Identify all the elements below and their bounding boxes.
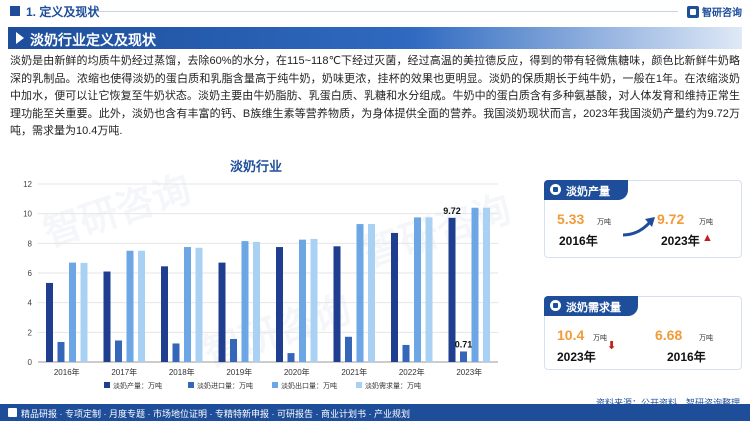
production-2023-year: 2023年 <box>661 234 700 248</box>
production-2023-value: 9.72 <box>657 211 685 227</box>
legend-label: 淡奶产量：万吨 <box>113 381 162 390</box>
x-tick-label: 2017年 <box>111 367 137 377</box>
play-triangle-icon <box>16 32 24 44</box>
logo-text: 智研咨询 <box>702 8 742 19</box>
demand-2023-unit: 万吨 <box>593 335 607 342</box>
x-tick-label: 2021年 <box>341 367 367 377</box>
x-tick-label: 2018年 <box>169 367 195 377</box>
x-tick-label: 2016年 <box>54 367 80 377</box>
production-2016-unit: 万吨 <box>597 219 611 226</box>
section-header: 1. 定义及现状 智研咨询 <box>0 0 750 24</box>
production-2016-year: 2016年 <box>559 234 598 248</box>
bar-1 <box>103 271 111 362</box>
bar-2 <box>57 341 65 362</box>
page-title: 淡奶行业定义及现状 <box>30 32 156 48</box>
legend-swatch <box>104 382 110 388</box>
demand-2023-value: 10.4 <box>557 327 585 343</box>
bar-3 <box>414 217 421 362</box>
intro-paragraph: 淡奶是由新鲜的均质牛奶经过蒸馏，去除60%的水分，在115~118℃下经过灭菌，… <box>10 55 740 137</box>
production-card: 淡奶产量 5.33 万吨 2016年 9.72 万吨 2023年 ▲ <box>544 180 742 258</box>
x-tick-label: 2020年 <box>284 367 310 377</box>
logo-icon <box>687 5 699 18</box>
up-arrow-icon: ▲ <box>702 232 713 244</box>
bar-2 <box>345 336 352 362</box>
demand-card-header: 淡奶需求量 <box>544 296 638 316</box>
bar-2 <box>115 340 122 362</box>
demand-card-title: 淡奶需求量 <box>566 302 621 314</box>
bar-2 <box>287 353 295 362</box>
bar-2 <box>402 344 410 362</box>
bar-1 <box>218 262 226 362</box>
demand-2016-value: 6.68 <box>655 327 683 343</box>
title-banner: 淡奶行业定义及现状 <box>8 27 742 49</box>
x-tick-label: 2023年 <box>456 367 482 377</box>
legend-label: 淡奶进口量：万吨 <box>197 381 253 390</box>
report-icon <box>8 408 17 417</box>
production-card-title: 淡奶产量 <box>566 186 610 198</box>
chart-title: 淡奶行业 <box>229 159 282 174</box>
down-arrow-icon: ⬇ <box>607 340 617 352</box>
legend-swatch <box>272 382 278 388</box>
bar-3 <box>126 250 134 362</box>
data-label: 9.72 <box>443 206 461 216</box>
chart-canvas: 0 2 4 6 8 10 12 2016年 2017年 2018年 2019年 2020年 2021年 2… <box>23 180 498 390</box>
y-tick-label: 0 <box>28 358 33 367</box>
y-tick-label: 8 <box>28 239 33 248</box>
y-tick-label: 4 <box>28 299 33 308</box>
bar-1 <box>333 246 341 362</box>
section-marker-icon <box>10 6 20 16</box>
legend-label: 淡奶需求量：万吨 <box>365 381 421 390</box>
demand-icon <box>550 300 561 311</box>
brand-logo: 智研咨询 <box>687 4 742 19</box>
bar-4 <box>310 238 318 362</box>
production-2023-unit: 万吨 <box>699 219 713 226</box>
bar-1 <box>448 217 456 362</box>
bar-3 <box>184 247 191 362</box>
x-tick-label: 2022年 <box>399 367 425 377</box>
bar-3 <box>356 224 364 362</box>
section-title: 1. 定义及现状 <box>26 5 100 19</box>
bar-1 <box>276 247 283 362</box>
bar-2 <box>460 351 467 362</box>
production-2016-value: 5.33 <box>557 211 585 227</box>
bar-4 <box>195 247 203 362</box>
legend-label: 淡奶出口量：万吨 <box>281 381 337 390</box>
y-tick-label: 12 <box>23 180 32 189</box>
bar-4 <box>483 207 490 362</box>
demand-2016-year: 2016年 <box>667 350 706 364</box>
demand-2023-year: 2023年 <box>557 350 596 364</box>
production-card-header: 淡奶产量 <box>544 180 628 200</box>
bar-4 <box>368 224 375 362</box>
footer-text: 精品研报 · 专项定制 · 月度专题 · 市场地位证明 · 专精特新申报 · 可… <box>21 409 410 419</box>
footer-bar: 精品研报 · 专项定制 · 月度专题 · 市场地位证明 · 专精特新申报 · 可… <box>0 404 750 421</box>
x-tick-label: 2019年 <box>226 367 252 377</box>
y-tick-label: 10 <box>23 210 32 219</box>
bar-1 <box>46 282 53 362</box>
bar-2 <box>230 339 237 362</box>
bar-3 <box>299 239 306 362</box>
bar-1 <box>161 266 168 362</box>
demand-2016-unit: 万吨 <box>699 335 713 342</box>
bar-4 <box>425 217 433 362</box>
demand-card: 淡奶需求量 10.4 万吨 2023年 ⬇ 6.68 万吨 2016年 <box>544 296 742 370</box>
y-tick-label: 2 <box>28 328 33 337</box>
y-tick-label: 6 <box>28 269 33 278</box>
bar-4 <box>80 262 88 362</box>
arrow-right-icon <box>622 217 655 237</box>
source-note: 资料来源：公开资料、智研咨询整理 <box>595 398 740 408</box>
production-icon <box>550 184 561 195</box>
bar-3 <box>471 207 479 362</box>
bar-4 <box>253 241 260 362</box>
bar-chart: 淡奶行业 0 2 4 6 8 10 12 2016年 2017年 2018年 2019年 2020年 2… <box>8 156 504 396</box>
legend-swatch <box>188 382 194 388</box>
data-label: 0.71 <box>455 339 473 349</box>
bar-3 <box>69 262 76 362</box>
section-divider <box>96 11 678 12</box>
bar-2 <box>172 343 180 362</box>
bar-3 <box>241 241 249 362</box>
bar-4 <box>138 250 145 362</box>
legend-swatch <box>356 382 362 388</box>
bar-1 <box>391 232 398 362</box>
